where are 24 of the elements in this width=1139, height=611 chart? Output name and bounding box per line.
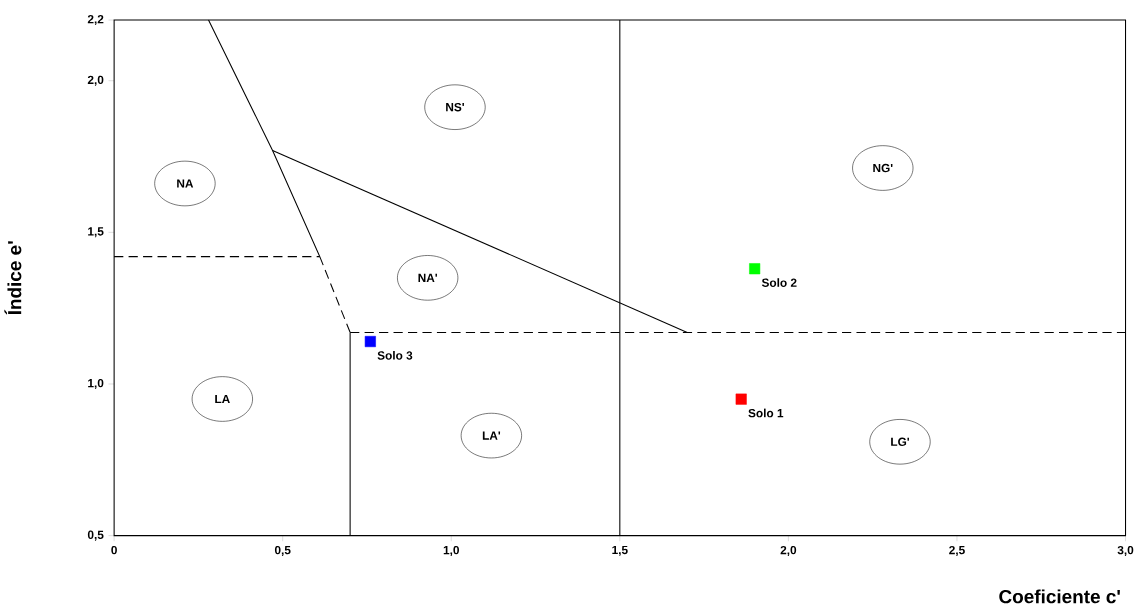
y-tick-label: 2,0 xyxy=(87,75,104,86)
annotation: NA' xyxy=(418,273,437,283)
y-tick-label: 2,2 xyxy=(87,15,104,26)
annotation: NA xyxy=(177,179,194,188)
x-tick-label: 0 xyxy=(111,546,117,555)
y-axis-title: Índice e' xyxy=(4,241,22,315)
annotation: LG' xyxy=(891,437,909,447)
y-tick-label: 0,5 xyxy=(87,530,104,541)
x-tick-label: 2,5 xyxy=(949,546,965,557)
annotation: LA' xyxy=(482,431,501,440)
x-tick-label: 2,0 xyxy=(780,546,797,557)
x-tick-label: 3,0 xyxy=(1117,546,1134,557)
annotation: LA xyxy=(215,395,230,404)
x-tick-label: 1,0 xyxy=(443,546,460,557)
series-label: Solo 2 xyxy=(761,278,797,288)
series-label: Solo 3 xyxy=(377,351,413,360)
y-tick-label: 1,5 xyxy=(88,227,104,238)
annotation: NS' xyxy=(446,103,464,112)
x-axis-title: Coeficiente c' xyxy=(999,589,1120,604)
series-label: Solo 1 xyxy=(748,408,784,418)
annotation: NG' xyxy=(873,164,893,173)
x-tick-label: 1,5 xyxy=(612,546,628,557)
x-tick-label: 0,5 xyxy=(274,546,291,557)
y-tick-label: 1,0 xyxy=(88,379,104,390)
